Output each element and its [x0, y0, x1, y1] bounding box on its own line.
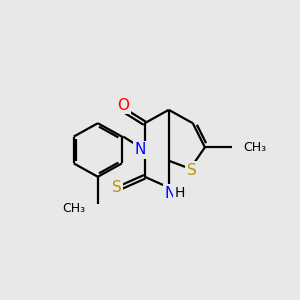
Text: CH₃: CH₃: [63, 202, 86, 215]
Text: S: S: [112, 180, 122, 195]
Text: O: O: [117, 98, 129, 112]
Text: CH₃: CH₃: [243, 141, 266, 154]
Text: H: H: [175, 186, 185, 200]
Text: S: S: [187, 163, 196, 178]
Text: N: N: [164, 186, 176, 201]
Text: N: N: [134, 142, 146, 158]
